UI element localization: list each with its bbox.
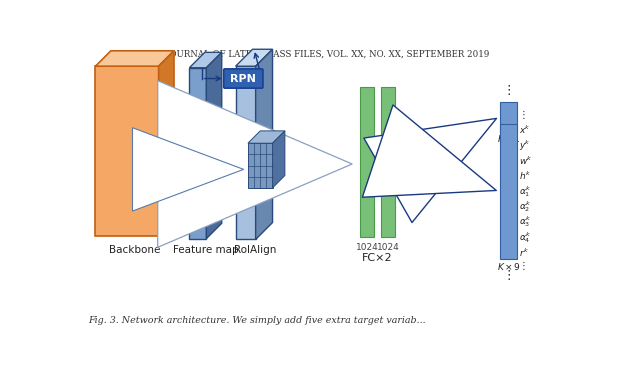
Text: ⋮: ⋮ bbox=[519, 261, 529, 271]
Text: Feature map: Feature map bbox=[173, 245, 238, 255]
Polygon shape bbox=[248, 143, 273, 188]
Text: Fig. 3. Network architecture. We simply add five extra target variab...: Fig. 3. Network architecture. We simply … bbox=[88, 316, 426, 325]
Polygon shape bbox=[255, 49, 273, 240]
Polygon shape bbox=[248, 131, 285, 143]
Text: $K\times9$: $K\times9$ bbox=[497, 261, 521, 272]
Polygon shape bbox=[95, 66, 159, 235]
Text: $K+1$: $K+1$ bbox=[497, 133, 521, 144]
Text: 1024: 1024 bbox=[377, 243, 399, 252]
Text: $w^k$: $w^k$ bbox=[519, 154, 532, 167]
Text: ⋮: ⋮ bbox=[502, 269, 515, 282]
FancyBboxPatch shape bbox=[223, 69, 263, 88]
Text: RPN: RPN bbox=[230, 74, 256, 84]
Text: $y^k$: $y^k$ bbox=[519, 138, 531, 153]
Polygon shape bbox=[95, 51, 174, 66]
Text: $\alpha_3^k$: $\alpha_3^k$ bbox=[519, 215, 531, 230]
Text: $\alpha_1^k$: $\alpha_1^k$ bbox=[519, 184, 531, 199]
Polygon shape bbox=[189, 52, 221, 68]
Polygon shape bbox=[500, 102, 517, 132]
Polygon shape bbox=[206, 52, 221, 239]
Text: $\alpha_2^k$: $\alpha_2^k$ bbox=[519, 199, 531, 214]
Polygon shape bbox=[236, 49, 273, 66]
Polygon shape bbox=[273, 131, 285, 188]
Text: ⋮: ⋮ bbox=[502, 84, 515, 97]
Polygon shape bbox=[189, 68, 206, 239]
Polygon shape bbox=[236, 66, 255, 240]
Text: Backbone: Backbone bbox=[109, 245, 161, 255]
Text: reg.: reg. bbox=[404, 173, 426, 183]
Text: $h^k$: $h^k$ bbox=[519, 170, 531, 182]
Text: cls.: cls. bbox=[406, 145, 424, 155]
Text: $\alpha_4^k$: $\alpha_4^k$ bbox=[519, 230, 531, 245]
Text: ⋮: ⋮ bbox=[519, 110, 529, 120]
Text: $x^k$: $x^k$ bbox=[519, 124, 531, 136]
Text: 1024: 1024 bbox=[356, 243, 379, 252]
Text: RoIAlign: RoIAlign bbox=[234, 245, 277, 255]
Polygon shape bbox=[381, 87, 395, 237]
Polygon shape bbox=[159, 51, 174, 235]
Text: $r^k$: $r^k$ bbox=[519, 246, 529, 259]
Polygon shape bbox=[360, 87, 374, 237]
Text: JOURNAL OF LATEX CLASS FILES, VOL. XX, NO. XX, SEPTEMBER 2019: JOURNAL OF LATEX CLASS FILES, VOL. XX, N… bbox=[166, 50, 490, 59]
Polygon shape bbox=[500, 124, 517, 259]
Text: FC×2: FC×2 bbox=[362, 253, 393, 263]
